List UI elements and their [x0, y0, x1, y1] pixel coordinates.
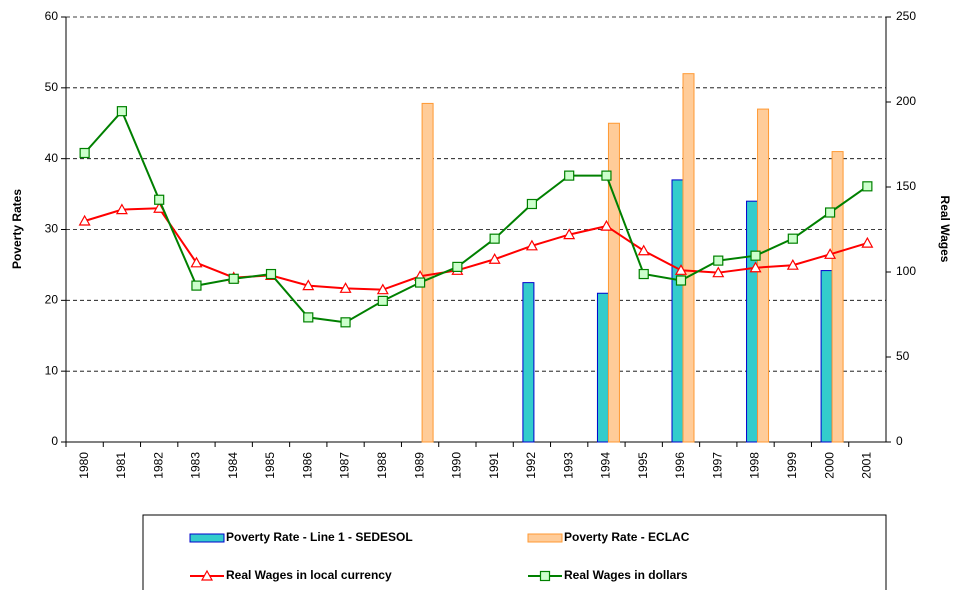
y-tick-label: 10: [45, 363, 59, 377]
marker: [675, 275, 687, 286]
marker: [340, 317, 351, 328]
bar: [757, 108, 770, 443]
legend-marker: [200, 569, 214, 581]
line: [84, 207, 868, 291]
bar: [522, 282, 535, 443]
marker: [190, 256, 203, 268]
marker: [191, 280, 202, 291]
marker: [489, 233, 500, 244]
y2-tick-label: 100: [896, 264, 916, 278]
x-tick-label: 1998: [748, 452, 762, 479]
x-tick-label: 1993: [561, 452, 575, 479]
y-tick-label: 30: [45, 222, 59, 236]
y-tick-label: 60: [45, 9, 59, 23]
x-tick-label: 1996: [673, 452, 687, 479]
x-tick-label: 1990: [450, 452, 464, 479]
legend-label: Real Wages in local currency: [226, 568, 392, 582]
x-tick-label: 1984: [226, 452, 240, 479]
marker: [862, 181, 873, 192]
y2-tick-label: 200: [896, 94, 916, 108]
marker: [488, 253, 501, 264]
marker: [79, 147, 90, 159]
x-tick-label: 1997: [710, 452, 724, 479]
x-tick-label: 1987: [338, 452, 352, 479]
x-tick-label: 2000: [822, 452, 836, 479]
bar: [820, 270, 833, 443]
legend-box: [142, 514, 887, 590]
legend-label: Poverty Rate - Line 1 - SEDESOL: [226, 530, 413, 544]
x-tick-label: 1992: [524, 452, 538, 479]
marker: [674, 264, 688, 275]
marker: [861, 236, 874, 248]
marker: [377, 295, 388, 306]
marker: [376, 283, 389, 295]
marker: [228, 273, 239, 284]
marker: [824, 207, 836, 218]
marker: [265, 268, 277, 280]
x-tick-label: 1995: [636, 452, 650, 479]
x-tick-label: 1985: [263, 452, 277, 479]
x-tick-label: 1999: [785, 452, 799, 479]
bar: [421, 102, 434, 443]
x-tick-label: 1991: [487, 452, 501, 479]
marker: [824, 248, 837, 259]
legend-label: Poverty Rate - ECLAC: [564, 530, 690, 544]
y-tick-label: 50: [45, 80, 59, 94]
y2-axis-label: Real Wages: [938, 196, 952, 263]
marker: [339, 282, 352, 293]
bar: [831, 151, 844, 443]
legend-label: Real Wages in dollars: [564, 568, 688, 582]
x-tick-label: 1980: [77, 452, 91, 479]
marker: [787, 233, 798, 244]
bar: [682, 73, 695, 443]
marker: [712, 266, 725, 278]
legend-swatch: [189, 533, 225, 543]
y2-tick-label: 250: [896, 9, 916, 23]
marker: [414, 277, 426, 288]
y2-tick-label: 150: [896, 179, 916, 193]
legend-marker: [539, 570, 551, 582]
marker: [713, 255, 724, 266]
marker: [600, 219, 613, 231]
x-tick-label: 2001: [860, 452, 874, 479]
x-tick-label: 1981: [114, 452, 128, 479]
y2-tick-label: 50: [896, 349, 910, 363]
marker: [115, 203, 128, 215]
marker: [749, 261, 762, 273]
marker: [786, 258, 799, 270]
marker: [525, 239, 538, 251]
y-tick-label: 20: [45, 293, 59, 307]
y-axis-label: Poverty Rates: [10, 189, 24, 269]
line: [83, 109, 868, 324]
x-tick-label: 1988: [375, 452, 389, 479]
marker: [638, 268, 649, 280]
marker: [750, 250, 761, 261]
bar: [596, 292, 609, 443]
x-tick-label: 1986: [300, 452, 314, 479]
marker: [564, 170, 575, 181]
y-tick-label: 0: [51, 434, 58, 448]
marker: [116, 106, 128, 117]
marker: [303, 312, 314, 323]
marker: [637, 244, 650, 256]
x-tick-label: 1989: [412, 452, 426, 479]
x-tick-label: 1983: [189, 452, 203, 479]
marker: [452, 261, 463, 272]
x-tick-label: 1982: [151, 452, 165, 479]
marker: [154, 194, 165, 205]
marker: [526, 198, 538, 210]
bar: [671, 179, 684, 443]
y2-tick-label: 0: [896, 434, 903, 448]
marker: [563, 228, 576, 240]
bar: [746, 200, 759, 443]
y-tick-label: 40: [45, 151, 59, 165]
x-tick-label: 1994: [599, 452, 613, 479]
marker: [78, 214, 91, 226]
legend-swatch: [527, 533, 563, 543]
marker: [302, 279, 315, 291]
bar: [607, 122, 620, 443]
marker: [601, 170, 612, 181]
